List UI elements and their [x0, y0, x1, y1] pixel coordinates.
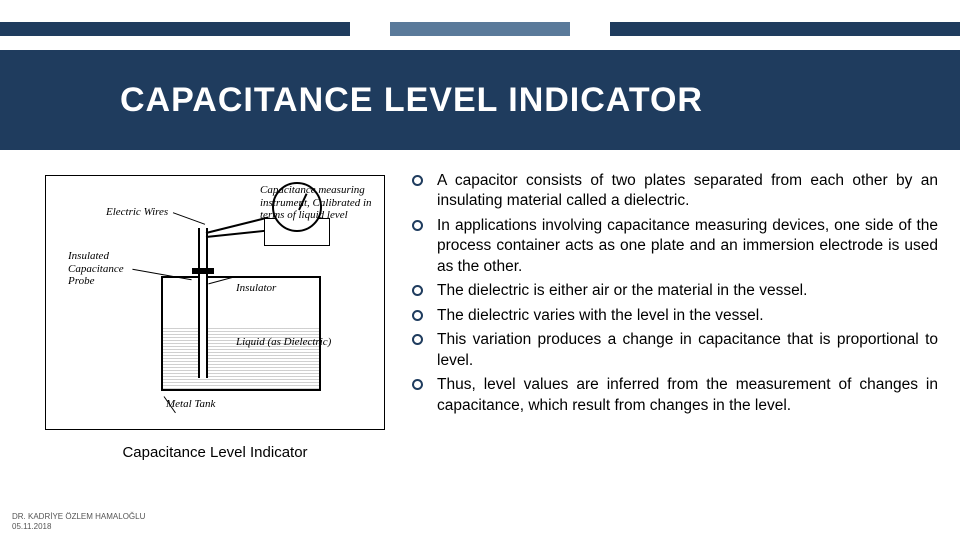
list-item: This variation produces a change in capa…: [408, 330, 938, 371]
bullet-icon: [412, 175, 423, 186]
label-insulated-probe: Insulated Capacitance Probe: [68, 250, 124, 288]
capacitance-diagram: Electric Wires Insulated Capacitance Pro…: [45, 175, 385, 430]
diagram-caption: Capacitance Level Indicator: [122, 444, 307, 461]
footer-author: DR. KADRİYE ÖZLEM HAMALOĞLU: [12, 512, 145, 522]
bullet-text: The dielectric varies with the level in …: [437, 306, 938, 326]
bullet-text: This variation produces a change in capa…: [437, 330, 938, 371]
footer-date: 05.11.2018: [12, 522, 145, 532]
label-electric-wires: Electric Wires: [106, 206, 168, 219]
bullet-text: The dielectric is either air or the mate…: [437, 281, 938, 301]
bullet-list: A capacitor consists of two plates separ…: [408, 171, 938, 416]
left-column: Electric Wires Insulated Capacitance Pro…: [0, 165, 400, 525]
content-area: Electric Wires Insulated Capacitance Pro…: [0, 165, 960, 525]
list-item: A capacitor consists of two plates separ…: [408, 171, 938, 212]
label-liquid: Liquid (as Dielectric): [236, 336, 331, 349]
bullet-text: Thus, level values are inferred from the…: [437, 375, 938, 416]
slide-footer: DR. KADRİYE ÖZLEM HAMALOĞLU 05.11.2018: [12, 512, 145, 532]
slide-title: CAPACITANCE LEVEL INDICATOR: [120, 81, 703, 120]
list-item: The dielectric is either air or the mate…: [408, 281, 938, 301]
bullet-icon: [412, 285, 423, 296]
label-insulator: Insulator: [236, 282, 276, 295]
accent-seg-3: [610, 22, 960, 36]
list-item: The dielectric varies with the level in …: [408, 306, 938, 326]
accent-seg-1: [0, 22, 350, 36]
bullet-text: In applications involving capacitance me…: [437, 216, 938, 277]
probe-cap-shape: [192, 268, 214, 274]
list-item: In applications involving capacitance me…: [408, 216, 938, 277]
bullet-icon: [412, 220, 423, 231]
label-instrument: Capacitance measuring instrument, Calibr…: [260, 184, 390, 222]
right-column: A capacitor consists of two plates separ…: [400, 165, 960, 525]
bullet-icon: [412, 379, 423, 390]
probe-shape: [198, 228, 208, 378]
top-accent-bar: [0, 22, 960, 36]
list-item: Thus, level values are inferred from the…: [408, 375, 938, 416]
bullet-text: A capacitor consists of two plates separ…: [437, 171, 938, 212]
bullet-icon: [412, 310, 423, 321]
title-band: CAPACITANCE LEVEL INDICATOR: [0, 50, 960, 150]
accent-seg-2: [390, 22, 570, 36]
bullet-icon: [412, 334, 423, 345]
